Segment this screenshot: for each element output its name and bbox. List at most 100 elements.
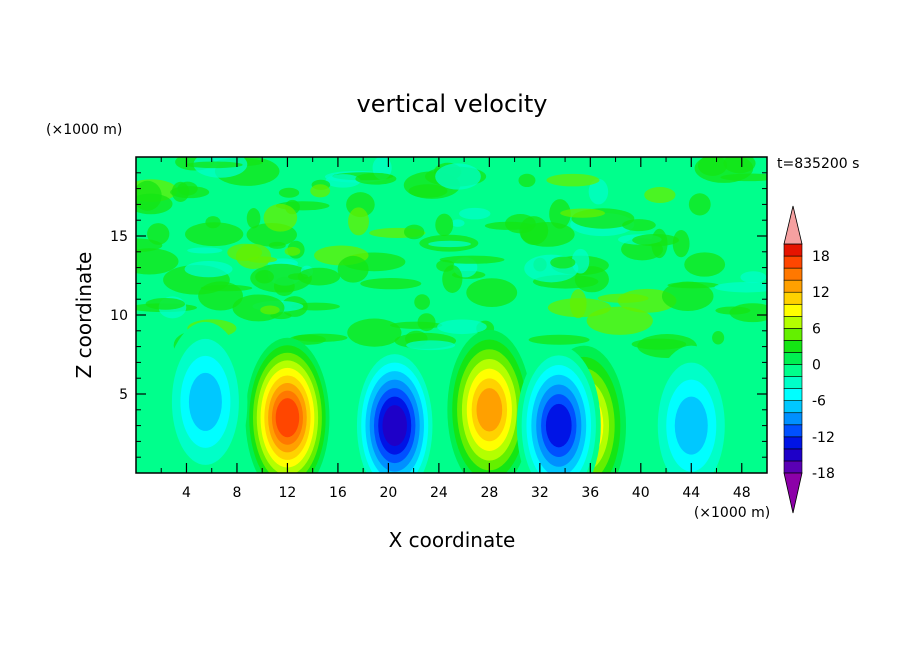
noise-blob [437,319,487,335]
velocity-cell [352,345,437,473]
x-tick-label: 44 [682,485,700,501]
x-tick-label: 8 [232,485,241,501]
x-tick-label: 40 [632,485,650,501]
noise-blob [347,318,402,347]
y-axis-unit: (×1000 m) [46,122,122,138]
noise-blob [528,334,590,345]
noise-blob [325,174,361,188]
noise-blob [428,240,471,248]
colorbar-tick-label: 18 [812,249,830,265]
noise-blob [672,229,690,258]
noise-blob [588,178,609,205]
colorbar-band [783,436,803,450]
colorbar-band [783,303,803,317]
colorbar-band [783,316,803,329]
noise-blob [631,338,687,350]
noise-blob [622,219,656,232]
colorbar-band [783,255,803,269]
x-tick-label: 16 [329,485,347,501]
noise-blob [136,248,179,275]
colorbar-band [783,424,803,438]
noise-blob [597,293,649,303]
contour-band [382,405,407,447]
colorbar-tick-label: -18 [812,466,835,482]
colorbar-band [783,388,803,401]
noise-blob [284,246,301,256]
x-axis-ticks: 4 8 12 16 20 24 28 32 36 40 44 48 [160,157,751,501]
colorbar-band [783,400,803,414]
colorbar-tick-label: -6 [812,394,826,410]
x-tick-label: 24 [430,485,448,501]
velocity-cell [447,329,532,473]
x-tick-label: 36 [581,485,599,501]
colorbar-tick-label: 6 [812,321,821,337]
colorbar-tick-label: -12 [812,430,835,446]
noise-blob [569,289,587,319]
velocity-cell [245,337,330,473]
noise-blob [661,281,714,311]
noise-blob [287,273,308,280]
noise-blob [459,207,491,220]
y-axis-ticks: 5 10 15 [110,172,767,458]
time-label: t=835200 s [777,156,859,172]
noise-blob [549,199,571,229]
noise-blob [740,271,767,284]
noise-blob [260,305,280,315]
colorbar-band [783,267,803,281]
noise-blob [684,252,726,277]
colorbar-band [783,376,803,389]
noise-blob [694,157,754,183]
noise-blob [187,247,223,254]
contour-band [476,388,503,432]
colorbar-band [783,243,803,257]
noise-blob [255,270,274,284]
noise-blob [712,330,725,345]
noise-blob [297,267,341,286]
colorbar-band [783,291,803,305]
noise-blob [560,208,606,218]
noise-blob [451,219,465,227]
noise-blob [435,213,454,237]
noise-blob [484,221,533,230]
colorbar-top-arrow [783,205,803,245]
x-axis-label: X coordinate [389,528,516,552]
contour-band [545,403,572,448]
y-tick-label: 10 [110,308,128,324]
noise-blob [439,255,505,264]
colorbar-band [783,412,803,426]
noise-blob [205,216,221,229]
contour-band [674,396,708,455]
velocity-cells [163,321,734,473]
colorbar-band [783,460,803,474]
upper-noise-layer [136,157,767,359]
colorbar-bottom-arrow [783,472,803,514]
noise-blob [171,181,190,202]
noise-blob [519,216,549,245]
velocity-cell [163,321,248,473]
noise-blob [546,173,600,187]
noise-blob [729,303,767,323]
noise-blob [136,238,163,253]
x-tick-label: 48 [733,485,751,501]
x-tick-label: 32 [531,485,549,501]
noise-blob [278,187,300,198]
noise-blob [227,243,263,262]
x-tick-label: 20 [379,485,397,501]
colorbar-band [783,340,803,353]
velocity-cell [516,345,601,473]
noise-blob [408,184,448,198]
y-tick-label: 15 [110,229,128,245]
noise-blob [632,234,680,247]
y-tick-label: 5 [119,387,128,403]
noise-blob [232,294,285,322]
colorbar-tick-label: 12 [812,285,830,301]
colorbar-band [783,448,803,462]
noise-blob [406,340,456,351]
x-tick-label: 4 [182,485,191,501]
noise-blob [417,313,436,332]
noise-blob [310,184,331,198]
noise-blob [136,193,173,215]
x-tick-label: 28 [480,485,498,501]
x-axis-unit: (×1000 m) [694,505,770,521]
